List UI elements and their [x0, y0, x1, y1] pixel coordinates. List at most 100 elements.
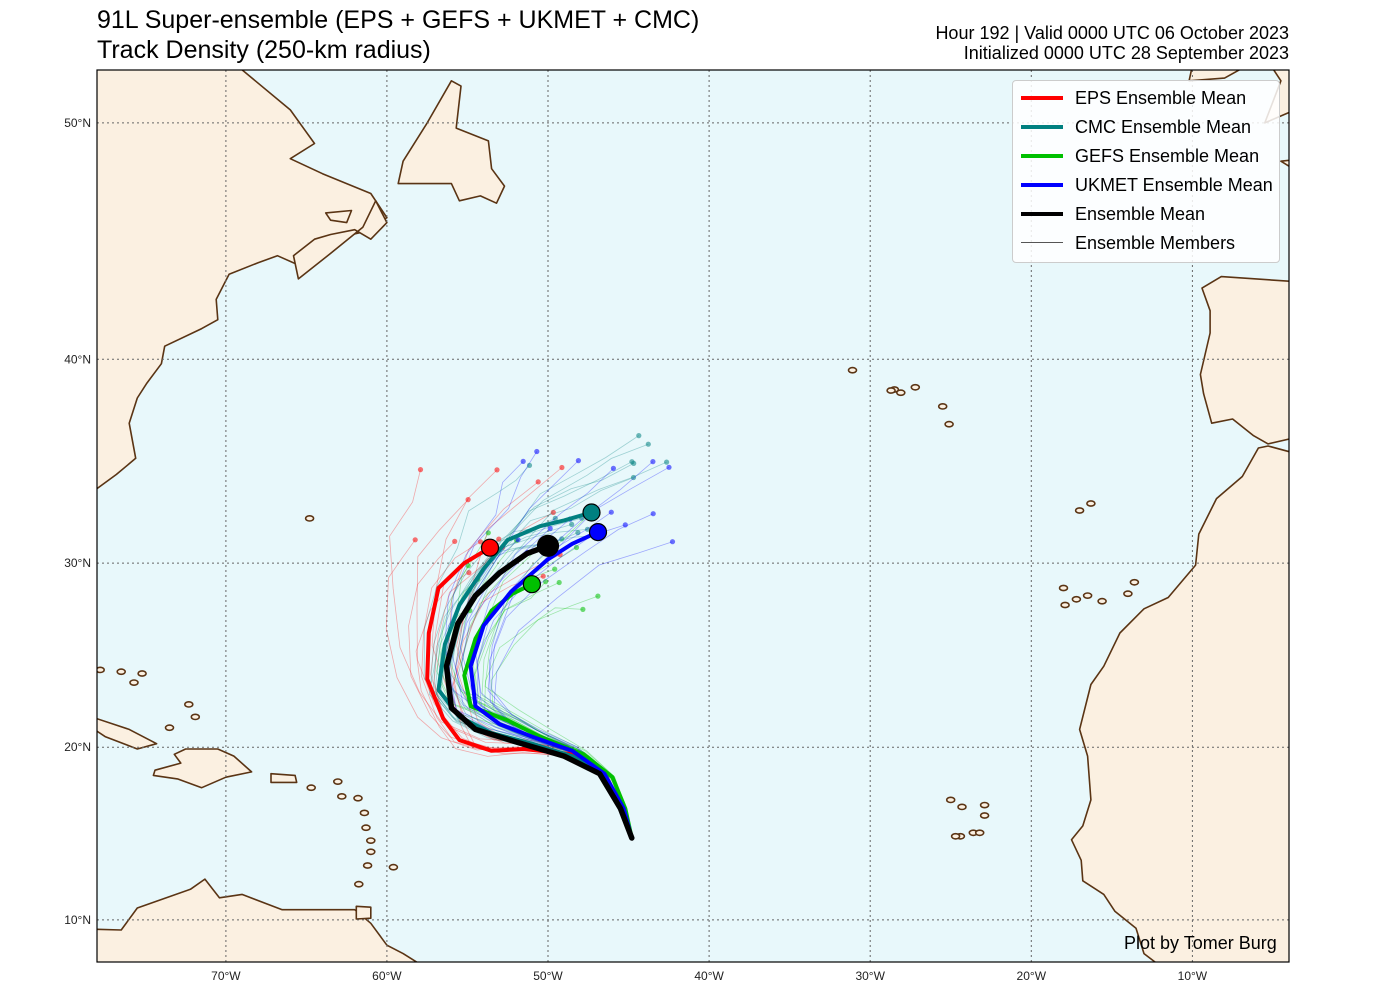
member-endpoint	[534, 448, 540, 455]
island	[332, 778, 343, 785]
member-endpoint	[636, 433, 642, 439]
island	[945, 796, 956, 804]
mean-track	[468, 530, 634, 840]
island	[137, 670, 147, 677]
island	[353, 794, 363, 802]
member-endpoint	[540, 573, 546, 579]
axis-tick-labels: 10°N 20°N 30°N 40°N 50°N 70°W 60°W 50°W 40°W 30°W…	[64, 116, 1208, 983]
island	[974, 829, 985, 837]
island	[184, 701, 194, 708]
island	[361, 824, 371, 832]
member-endpoint	[575, 458, 582, 464]
landmass	[97, 70, 388, 490]
legend-item-ensemble-mean: Ensemble Mean	[1021, 202, 1276, 226]
landmass	[324, 209, 353, 224]
member-endpoint	[569, 521, 575, 528]
member-endpoint	[622, 522, 628, 528]
island	[336, 793, 347, 800]
mean-endpoint	[588, 522, 608, 542]
lon-tick-label: 20°W	[1017, 969, 1047, 983]
mean-endpoint	[480, 538, 500, 557]
member-endpoint	[664, 459, 670, 465]
island	[886, 387, 896, 394]
member-endpoint	[584, 526, 591, 532]
valid-time-label: Hour 192 | Valid 0000 UTC 06 October 202…	[935, 23, 1289, 43]
member-endpoint	[559, 464, 565, 471]
island	[937, 402, 948, 410]
island	[388, 863, 399, 871]
lat-tick-label: 50°N	[64, 116, 91, 130]
island	[1074, 507, 1085, 514]
island	[1097, 597, 1107, 605]
legend-label-eps: EPS Ensemble Mean	[1075, 88, 1247, 108]
legend: EPS Ensemble Mean CMC Ensemble Mean GEFS…	[1012, 80, 1280, 263]
chart-subtitle: Track Density (250-km radius)	[97, 36, 431, 64]
map-frame	[96, 69, 1290, 963]
member-endpoint	[465, 497, 471, 503]
legend-swatch-ensemble-mean	[1021, 212, 1063, 216]
lon-tick-label: 10°W	[1178, 969, 1208, 983]
member-endpoint	[466, 570, 472, 576]
island	[164, 724, 175, 732]
lat-tick-label: 40°N	[64, 352, 91, 366]
island	[1060, 601, 1070, 609]
mean-endpoint	[582, 503, 601, 522]
island	[979, 801, 990, 809]
landmass	[1188, 70, 1241, 82]
member-endpoint	[595, 593, 601, 599]
mean-endpoint	[536, 534, 560, 557]
member-endpoint	[543, 579, 549, 585]
lat-tick-label: 10°N	[64, 913, 91, 927]
island	[304, 515, 315, 522]
member-endpoint	[520, 458, 526, 464]
legend-label-cmc: CMC Ensemble Mean	[1075, 117, 1252, 137]
island	[365, 848, 376, 856]
legend-item-gefs: GEFS Ensemble Mean	[1021, 144, 1276, 168]
island	[944, 420, 954, 428]
legend-swatch-gefs	[1021, 154, 1063, 158]
island	[362, 862, 373, 869]
legend-swatch-ukmet	[1021, 183, 1063, 187]
member-endpoint	[417, 467, 424, 473]
member-endpoint	[547, 525, 553, 532]
lon-tick-label: 60°W	[372, 969, 402, 983]
landmass	[97, 878, 419, 962]
member-endpoint	[552, 566, 558, 572]
landmass	[1199, 70, 1289, 445]
legend-item-members: Ensemble Members	[1021, 231, 1276, 255]
island	[129, 679, 139, 686]
member-endpoint	[559, 536, 565, 542]
lon-tick-label: 40°W	[694, 969, 724, 983]
lat-tick-label: 20°N	[64, 740, 91, 754]
member-endpoint	[494, 467, 500, 473]
member-endpoint	[650, 459, 656, 465]
island	[1086, 500, 1096, 507]
lat-tick-label: 30°N	[64, 556, 91, 570]
lon-tick-label: 70°W	[211, 969, 241, 983]
island	[895, 389, 906, 397]
mean-track	[462, 582, 634, 840]
landmass	[292, 200, 388, 280]
legend-label-ensemble-mean: Ensemble Mean	[1075, 204, 1206, 224]
member-endpoint	[526, 462, 533, 468]
landmass	[397, 80, 506, 204]
member-endpoint	[630, 474, 637, 481]
member-endpoint	[650, 511, 656, 517]
legend-swatch-eps	[1021, 96, 1063, 100]
init-time-label: Initialized 0000 UTC 28 September 2023	[963, 43, 1289, 63]
member-endpoint	[515, 537, 521, 543]
legend-item-cmc: CMC Ensemble Mean	[1021, 115, 1276, 139]
legend-item-eps: EPS Ensemble Mean	[1021, 86, 1276, 110]
legend-label-ukmet: UKMET Ensemble Mean	[1075, 175, 1273, 195]
landmass	[97, 717, 158, 750]
member-endpoint	[580, 606, 586, 613]
member-endpoint	[608, 509, 614, 515]
ensemble-mean-tracks	[425, 503, 635, 841]
landmass	[270, 772, 298, 784]
member-endpoint	[629, 459, 635, 465]
plot-credit: Plot by Tomer Burg	[1124, 933, 1277, 953]
island	[359, 809, 370, 817]
landmass	[1070, 445, 1289, 962]
chart-title: 91L Super-ensemble (EPS + GEFS + UKMET +…	[97, 6, 700, 34]
island	[1129, 578, 1140, 586]
